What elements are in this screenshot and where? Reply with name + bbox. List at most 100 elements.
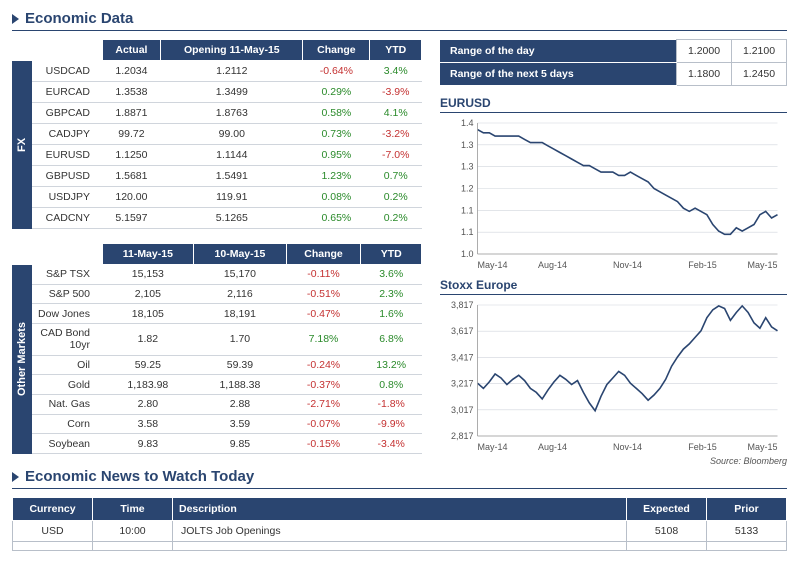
data-cell: 18,191 <box>194 304 287 324</box>
row-label: USDCAD <box>32 61 102 82</box>
fx-block: Actual Opening 11-May-15 Change YTD FXUS… <box>12 39 422 229</box>
data-cell: 1.23% <box>303 166 370 187</box>
data-cell: 1.6% <box>361 304 422 324</box>
data-cell: -0.15% <box>286 434 361 454</box>
data-cell: 2.88 <box>194 395 287 415</box>
range-low: 1.1800 <box>677 63 732 86</box>
section-title-economic-data: Economic Data <box>12 10 787 31</box>
data-cell: 0.7% <box>370 166 422 187</box>
svg-text:1.2: 1.2 <box>461 184 474 194</box>
table-row: CADCNY5.15975.12650.65%0.2% <box>12 208 422 229</box>
svg-text:Nov-14: Nov-14 <box>613 442 642 452</box>
other-th: YTD <box>361 244 422 265</box>
svg-text:3,217: 3,217 <box>451 379 474 389</box>
table-row: EURCAD1.35381.34990.29%-3.9% <box>12 82 422 103</box>
table-row: Soybean9.839.85-0.15%-3.4% <box>12 434 422 454</box>
data-cell: 1.3499 <box>161 82 303 103</box>
data-cell: 59.39 <box>194 355 287 375</box>
data-cell: -3.9% <box>370 82 422 103</box>
row-label: Corn <box>32 414 102 434</box>
data-cell: -0.07% <box>286 414 361 434</box>
data-cell: 1.82 <box>102 323 194 355</box>
row-label: CADCNY <box>32 208 102 229</box>
data-cell: 15,153 <box>102 265 194 285</box>
row-label: GBPUSD <box>32 166 102 187</box>
side-tab-label: Other Markets <box>12 265 32 454</box>
table-row: FXUSDCAD1.20341.2112-0.64%3.4% <box>12 61 422 82</box>
svg-text:1.4: 1.4 <box>461 118 474 128</box>
row-label: CAD Bond 10yr <box>32 323 102 355</box>
chart2: 2,8173,0173,2173,4173,6173,817May-14Aug-… <box>440 299 787 454</box>
data-cell: 1.1250 <box>102 145 161 166</box>
other-table: 11-May-15 10-May-15 Change YTD Other Mar… <box>12 243 422 454</box>
row-label: Oil <box>32 355 102 375</box>
row-label: Nat. Gas <box>32 395 102 415</box>
section-title-economic-news: Economic News to Watch Today <box>12 468 787 489</box>
news-row-empty <box>13 542 787 551</box>
data-cell: 9.85 <box>194 434 287 454</box>
row-label: S&P TSX <box>32 265 102 285</box>
data-cell: 5.1265 <box>161 208 303 229</box>
data-cell: 1.2112 <box>161 61 303 82</box>
range-label: Range of the day <box>440 40 677 63</box>
table-row: Corn3.583.59-0.07%-9.9% <box>12 414 422 434</box>
data-cell: 99.00 <box>161 124 303 145</box>
data-cell: 0.2% <box>370 187 422 208</box>
data-cell: 7.18% <box>286 323 361 355</box>
data-cell: 0.29% <box>303 82 370 103</box>
data-cell: 2,105 <box>102 284 194 304</box>
table-row: USDJPY120.00119.910.08%0.2% <box>12 187 422 208</box>
svg-text:2,817: 2,817 <box>451 431 474 441</box>
other-th: 11-May-15 <box>102 244 194 265</box>
table-row: CAD Bond 10yr1.821.707.18%6.8% <box>12 323 422 355</box>
table-row: S&P 5002,1052,116-0.51%2.3% <box>12 284 422 304</box>
row-label: EURCAD <box>32 82 102 103</box>
table-row: GBPCAD1.88711.87630.58%4.1% <box>12 103 422 124</box>
fx-th: YTD <box>370 40 422 61</box>
table-row: EURUSD1.12501.11440.95%-7.0% <box>12 145 422 166</box>
data-cell: 4.1% <box>370 103 422 124</box>
fx-th: Opening 11-May-15 <box>161 40 303 61</box>
table-row: Nat. Gas2.802.88-2.71%-1.8% <box>12 395 422 415</box>
data-cell: -0.51% <box>286 284 361 304</box>
range-label: Range of the next 5 days <box>440 63 677 86</box>
data-cell: 9.83 <box>102 434 194 454</box>
news-desc: JOLTS Job Openings <box>173 521 627 542</box>
svg-text:Aug-14: Aug-14 <box>538 260 567 270</box>
data-cell: 1.8871 <box>102 103 161 124</box>
data-cell: 3.6% <box>361 265 422 285</box>
data-cell: 59.25 <box>102 355 194 375</box>
table-row: GBPUSD1.56811.54911.23%0.7% <box>12 166 422 187</box>
data-cell: 0.8% <box>361 375 422 395</box>
data-cell: 0.95% <box>303 145 370 166</box>
row-label: S&P 500 <box>32 284 102 304</box>
chart1-title: EURUSD <box>440 96 787 113</box>
chart1: 1.01.11.11.21.31.31.4May-14Aug-14Nov-14F… <box>440 117 787 272</box>
data-cell: 0.08% <box>303 187 370 208</box>
data-cell: 18,105 <box>102 304 194 324</box>
data-cell: 1.70 <box>194 323 287 355</box>
source-label: Source: Bloomberg <box>440 456 787 466</box>
other-block: 11-May-15 10-May-15 Change YTD Other Mar… <box>12 243 422 454</box>
news-th: Time <box>93 498 173 521</box>
range-high: 1.2100 <box>732 40 787 63</box>
data-cell: -0.37% <box>286 375 361 395</box>
data-cell: -0.64% <box>303 61 370 82</box>
table-row: Other MarketsS&P TSX15,15315,170-0.11%3.… <box>12 265 422 285</box>
data-cell: -0.24% <box>286 355 361 375</box>
range-high: 1.2450 <box>732 63 787 86</box>
svg-text:May-14: May-14 <box>478 442 508 452</box>
svg-text:3,017: 3,017 <box>451 405 474 415</box>
data-cell: 1.5681 <box>102 166 161 187</box>
svg-text:Nov-14: Nov-14 <box>613 260 642 270</box>
chart2-title: Stoxx Europe <box>440 278 787 295</box>
row-label: GBPCAD <box>32 103 102 124</box>
svg-text:May-15: May-15 <box>747 442 777 452</box>
other-th: 10-May-15 <box>194 244 287 265</box>
news-th: Prior <box>707 498 787 521</box>
data-cell: 15,170 <box>194 265 287 285</box>
data-cell: 3.59 <box>194 414 287 434</box>
table-row: Dow Jones18,10518,191-0.47%1.6% <box>12 304 422 324</box>
data-cell: 1.5491 <box>161 166 303 187</box>
news-th: Currency <box>13 498 93 521</box>
